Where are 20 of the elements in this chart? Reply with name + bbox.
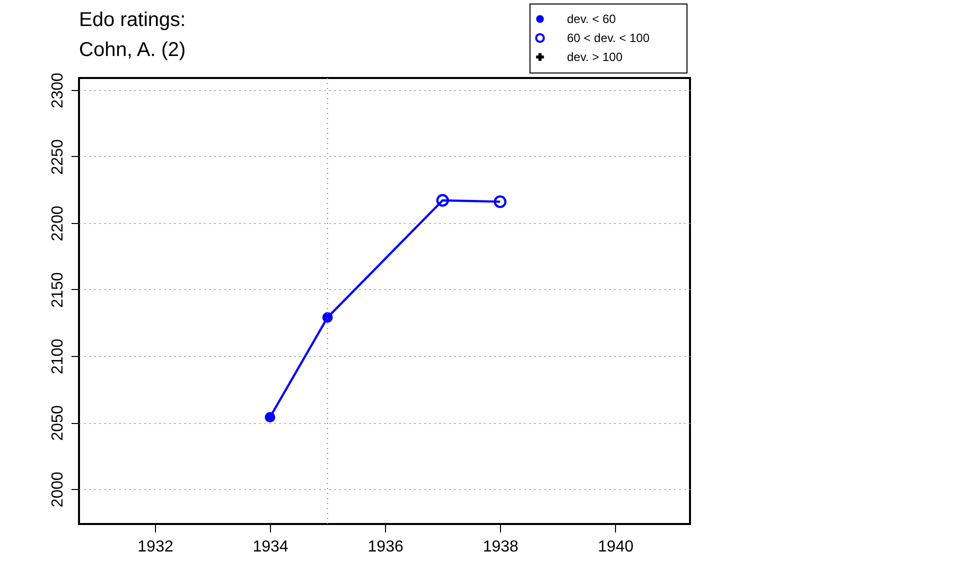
y-tick-label: 2000	[50, 472, 66, 508]
x-tick-label: 1932	[138, 538, 174, 556]
point	[264, 412, 276, 422]
point	[322, 312, 333, 323]
point	[494, 195, 506, 208]
y-tick-label: 2100	[50, 338, 66, 374]
x-tick-label: 1936	[368, 538, 404, 556]
x-tick-label: 1938	[482, 538, 519, 556]
legend-label: dev. > 100	[567, 50, 623, 64]
chart-title: Edo ratings: Cohn, A. (2)	[79, 9, 186, 61]
y-tick-label: 2300	[50, 72, 66, 108]
y-tick-label: 2050	[50, 405, 66, 441]
legend-label: dev. < 60	[567, 12, 616, 26]
y-tick-label: 2200	[50, 206, 66, 242]
x-tick-label: 1934	[252, 538, 288, 556]
y-tick-label: 2250	[50, 139, 66, 175]
x-tick-label: 1940	[598, 538, 634, 556]
legend-label: 60 < dev. < 100	[567, 31, 650, 45]
point	[436, 194, 449, 207]
y-tick-label: 2150	[50, 272, 66, 308]
